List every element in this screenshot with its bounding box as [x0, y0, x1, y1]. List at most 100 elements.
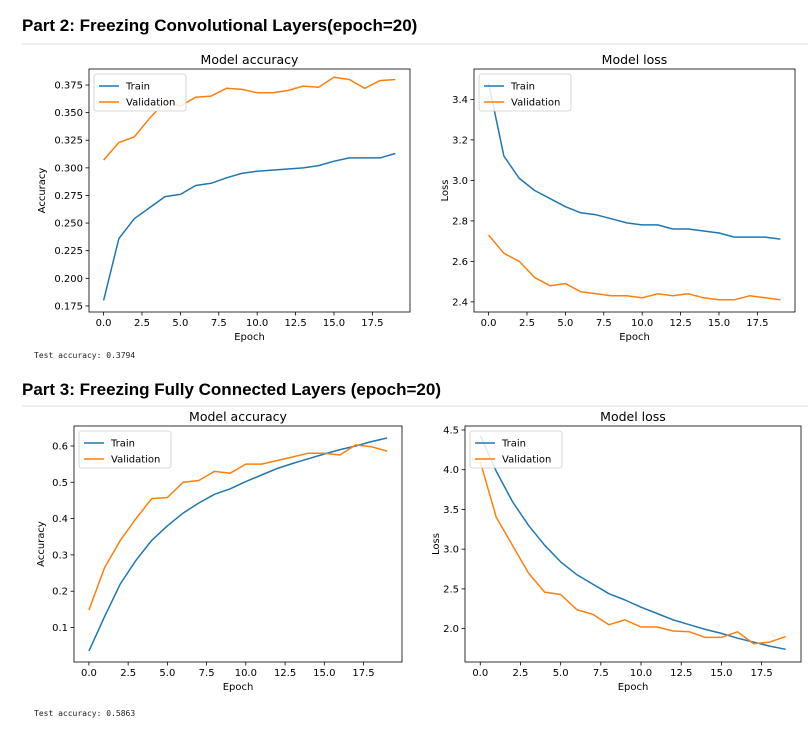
y-tick-label: 0.175 — [54, 301, 83, 312]
series-line-train — [479, 435, 786, 651]
series-line-validation — [88, 444, 388, 611]
y-tick-label: 0.3 — [52, 550, 68, 561]
x-tick-label: 0.0 — [481, 318, 497, 329]
x-tick-label: 15.0 — [710, 668, 732, 679]
plot-frame — [473, 68, 796, 313]
x-tick-label: 5.0 — [159, 668, 175, 679]
y-tick-label: 2.5 — [443, 584, 459, 595]
x-tick-label: 5.0 — [557, 318, 573, 329]
x-tick-label: 7.5 — [211, 318, 227, 329]
plot-frame — [88, 68, 411, 313]
part2-heading: Part 2: Freezing Convolutional Layers(ep… — [22, 16, 418, 35]
part3-test-accuracy: Test accuracy: 0.5863 — [34, 709, 136, 718]
x-tick-label: 12.5 — [670, 668, 692, 679]
x-tick-label: 15.0 — [323, 318, 345, 329]
part3-loss-chart: Model loss 0.0 2.5 5.0 7.5 10.0 12.5 15.0 17.5 2.… — [431, 409, 802, 693]
y-tick-label: 0.325 — [54, 136, 83, 147]
x-axis-label: Epoch — [234, 332, 265, 343]
y-axis-label: Loss — [440, 180, 451, 202]
part3-divider — [22, 405, 808, 407]
x-tick-label: 7.5 — [593, 668, 609, 679]
x-tick-label: 2.5 — [134, 318, 150, 329]
y-tick-label: 0.375 — [54, 81, 83, 92]
chart-title: Model accuracy — [189, 409, 288, 424]
x-tick-label: 17.5 — [361, 318, 383, 329]
y-tick-label: 0.200 — [54, 274, 83, 285]
series-line-train — [102, 152, 396, 301]
x-tick-label: 10.0 — [235, 668, 257, 679]
x-tick-label: 10.0 — [246, 318, 268, 329]
y-tick-label: 3.0 — [452, 176, 468, 187]
legend-label-validation: Validation — [511, 98, 560, 109]
x-tick-label: 2.5 — [120, 668, 136, 679]
y-tick-label: 0.225 — [54, 246, 83, 257]
legend-label-train: Train — [501, 439, 526, 450]
legend-label-validation: Validation — [502, 455, 551, 466]
x-tick-label: 0.0 — [472, 668, 488, 679]
x-tick-label: 10.0 — [631, 318, 653, 329]
y-tick-label: 2.6 — [452, 257, 468, 268]
x-tick-label: 0.0 — [96, 318, 112, 329]
x-tick-label: 15.0 — [313, 668, 335, 679]
y-axis-label: Accuracy — [37, 168, 48, 214]
y-tick-label: 0.4 — [52, 514, 68, 525]
y-tick-label: 3.0 — [443, 545, 459, 556]
x-tick-label: 10.0 — [630, 668, 652, 679]
plot-frame — [464, 425, 802, 663]
y-tick-label: 4.5 — [443, 425, 459, 436]
part2-accuracy-chart: Model accuracy 0.0 2.5 5.0 7.5 10.0 12.5 15.0 17… — [37, 52, 411, 343]
legend: Train Validation — [78, 430, 172, 469]
x-tick-label: 5.0 — [172, 318, 188, 329]
y-tick-label: 3.5 — [443, 505, 459, 516]
legend: Train Validation — [478, 73, 572, 112]
x-tick-label: 15.0 — [708, 318, 730, 329]
series-line-validation — [479, 461, 786, 645]
y-tick-label: 0.6 — [52, 441, 68, 452]
y-tick-label: 4.0 — [443, 465, 459, 476]
y-tick-label: 3.4 — [452, 95, 468, 106]
part2-loss-chart: Model loss 0.0 2.5 5.0 7.5 10.0 12.5 15.0 17.5 2.… — [440, 52, 796, 343]
plot-frame — [73, 425, 403, 663]
x-tick-label: 12.5 — [669, 318, 691, 329]
chart-title: Model loss — [602, 52, 668, 67]
part3-accuracy-chart: Model accuracy 0.0 2.5 5.0 7.5 10.0 12.5 15.0 17… — [36, 409, 403, 693]
legend-label-validation: Validation — [126, 98, 175, 109]
legend: Train Validation — [469, 430, 563, 469]
legend-label-train: Train — [110, 439, 135, 450]
y-tick-label: 0.2 — [52, 587, 68, 598]
series-line-train — [487, 83, 781, 240]
x-tick-label: 7.5 — [596, 318, 612, 329]
part2-divider — [22, 43, 808, 45]
part3-heading: Part 3: Freezing Fully Connected Layers … — [22, 380, 441, 399]
y-tick-label: 0.250 — [54, 219, 83, 230]
x-tick-label: 12.5 — [284, 318, 306, 329]
y-tick-label: 0.300 — [54, 163, 83, 174]
x-axis-label: Epoch — [223, 682, 254, 693]
y-tick-label: 0.5 — [52, 478, 68, 489]
legend-label-validation: Validation — [111, 455, 160, 466]
y-tick-label: 0.1 — [52, 623, 68, 634]
y-axis-label: Loss — [431, 533, 442, 555]
x-tick-label: 2.5 — [519, 318, 535, 329]
x-axis-label: Epoch — [618, 682, 649, 693]
x-tick-label: 17.5 — [750, 668, 772, 679]
x-tick-label: 12.5 — [274, 668, 296, 679]
x-tick-label: 7.5 — [199, 668, 215, 679]
y-tick-label: 2.4 — [452, 297, 468, 308]
part2-test-accuracy: Test accuracy: 0.3794 — [34, 351, 136, 360]
x-axis-label: Epoch — [619, 332, 650, 343]
x-tick-label: 2.5 — [513, 668, 529, 679]
y-tick-label: 2.8 — [452, 216, 468, 227]
legend: Train Validation — [93, 73, 187, 112]
y-tick-label: 0.350 — [54, 108, 83, 119]
y-axis-label: Accuracy — [36, 521, 47, 567]
y-tick-label: 2.0 — [443, 624, 459, 635]
y-tick-label: 0.275 — [54, 191, 83, 202]
series-line-validation — [488, 234, 781, 301]
legend-label-train: Train — [510, 82, 535, 93]
x-tick-label: 5.0 — [553, 668, 569, 679]
x-tick-label: 17.5 — [352, 668, 374, 679]
chart-title: Model loss — [600, 409, 666, 424]
y-tick-label: 3.2 — [452, 135, 468, 146]
x-tick-label: 0.0 — [81, 668, 97, 679]
